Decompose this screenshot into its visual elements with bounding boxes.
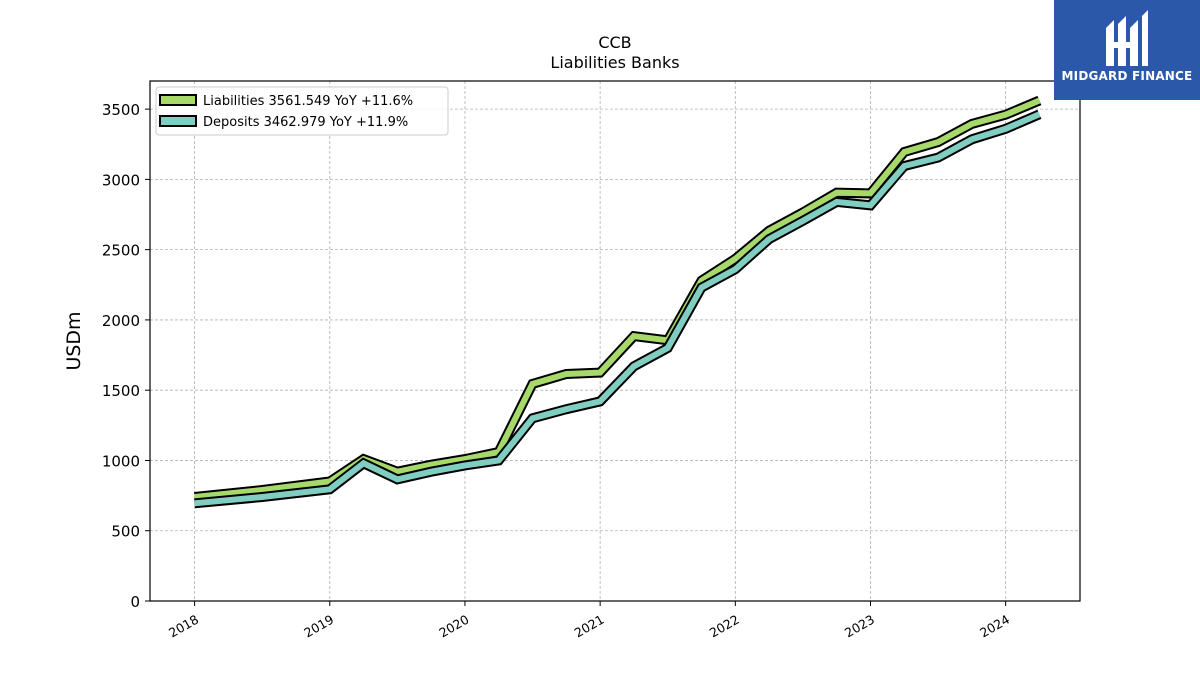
y-tick-label: 3500 — [102, 101, 140, 119]
deposits-legend-swatch — [159, 115, 197, 127]
x-tick-label: 2019 — [301, 612, 336, 641]
deposits-series-outline — [194, 109, 1042, 509]
y-tick-label: 2000 — [102, 312, 140, 330]
y-tick-label: 0 — [130, 593, 140, 611]
deposits-series-line — [194, 111, 1041, 507]
grid-lines — [150, 81, 1080, 602]
y-tick-label: 1000 — [102, 452, 140, 470]
x-tick-label: 2022 — [707, 612, 742, 641]
y-axis-label: USDm — [63, 311, 85, 370]
deposits-legend-label: Deposits 3462.979 YoY +11.9% — [203, 115, 408, 130]
liabilities-legend-label: Liabilities 3561.549 YoY +11.6% — [203, 94, 413, 109]
midgard-logo-icon — [1106, 10, 1148, 66]
chart-subtitle: Liabilities Banks — [550, 53, 679, 72]
chart-title: CCB — [598, 33, 631, 52]
y-tick-label: 1500 — [102, 382, 140, 400]
liabilities-series-line — [194, 97, 1041, 500]
y-axis: 0 500 1000 1500 2000 2500 3000 3500 — [102, 101, 150, 611]
liabilities-legend-swatch — [159, 94, 197, 106]
x-tick-label: 2018 — [166, 612, 201, 641]
plot-frame — [149, 80, 1081, 602]
y-tick-label: 500 — [111, 523, 140, 541]
x-tick-label: 2021 — [572, 612, 607, 641]
x-tick-label: 2024 — [977, 612, 1012, 641]
y-tick-label: 3000 — [102, 171, 140, 189]
legend-box — [155, 86, 449, 136]
x-tick-label: 2020 — [436, 612, 471, 641]
x-axis: 2018 2019 2020 2021 2022 2023 2024 — [166, 601, 1012, 641]
series-layer — [194, 95, 1042, 509]
brand-name: MIDGARD FINANCE — [1061, 69, 1193, 83]
brand-logo: MIDGARD FINANCE — [1054, 0, 1200, 100]
x-tick-label: 2023 — [842, 612, 877, 641]
legend: Liabilities 3561.549 YoY +11.6% Deposits … — [155, 86, 449, 136]
y-tick-label: 2500 — [102, 242, 140, 260]
